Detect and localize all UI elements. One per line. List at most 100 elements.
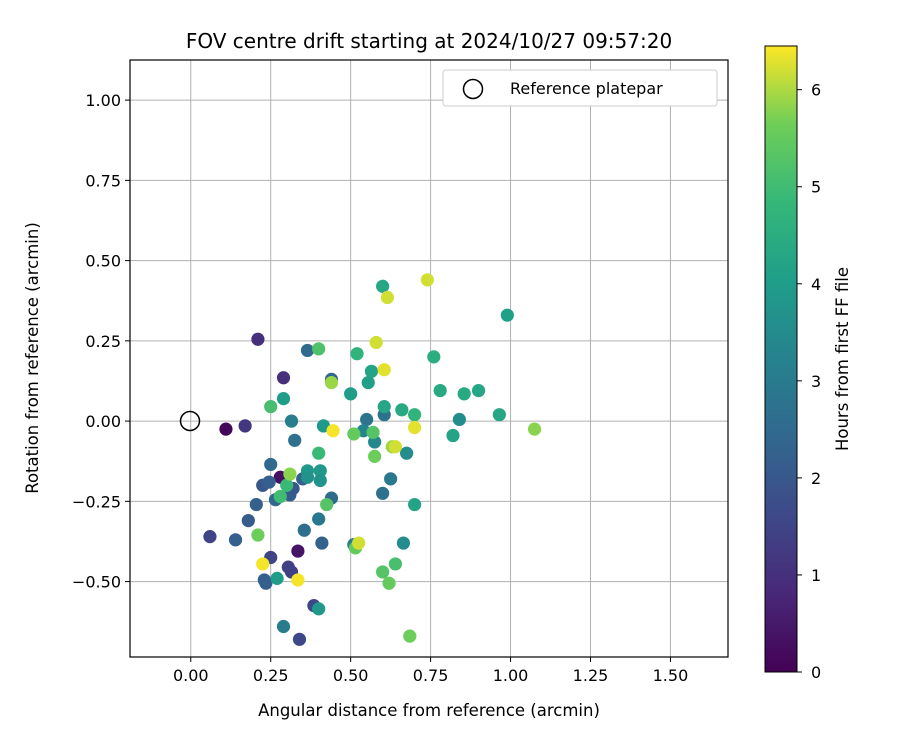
data-point (446, 428, 460, 443)
data-point (300, 343, 315, 358)
legend: Reference platepar (442, 69, 718, 107)
y-tick-label: 1.00 (85, 91, 121, 110)
data-point (238, 419, 252, 433)
data-point (408, 420, 422, 435)
data-point (492, 408, 506, 422)
data-point (388, 557, 403, 571)
y-tick-label: −0.50 (72, 573, 121, 592)
data-point (312, 342, 326, 356)
colorbar-tick-label: 1 (811, 566, 821, 585)
data-point (300, 470, 315, 484)
data-point (350, 347, 364, 361)
data-point (257, 573, 271, 587)
data-point (297, 523, 311, 537)
data-point (283, 467, 297, 481)
data-point (251, 528, 265, 542)
data-point (361, 375, 375, 390)
x-tick-label: 1.50 (653, 666, 689, 685)
data-point (471, 383, 486, 398)
data-point (256, 557, 270, 571)
legend-entry-reference-platepar: Reference platepar (510, 79, 663, 98)
chart-title: FOV centre drift starting at 2024/10/27 … (186, 29, 672, 53)
data-point (313, 473, 327, 488)
data-point (219, 422, 233, 436)
data-point (324, 375, 339, 390)
y-tick-label: 0.25 (85, 332, 121, 351)
data-point (369, 335, 383, 350)
x-tick-label: 1.25 (573, 666, 609, 685)
data-point (313, 464, 327, 478)
data-point (270, 571, 284, 585)
data-point (360, 412, 374, 427)
data-point (291, 573, 305, 587)
data-point (352, 536, 366, 550)
data-point (457, 387, 471, 401)
data-point (376, 279, 390, 293)
data-point (420, 273, 435, 287)
data-point (264, 457, 278, 472)
data-point (249, 497, 263, 512)
x-tick-label: 0.25 (253, 666, 289, 685)
data-point (347, 427, 361, 441)
y-axis-label: Rotation from reference (arcmin) (23, 222, 42, 494)
data-point (251, 332, 265, 346)
data-point (320, 497, 334, 512)
y-tick-label: 0.75 (85, 171, 121, 190)
x-tick-label: 0.75 (413, 666, 449, 685)
reference-platepar-marker (179, 410, 201, 432)
data-point (384, 472, 398, 486)
data-point (262, 475, 276, 489)
data-point (203, 530, 217, 544)
data-point (276, 371, 291, 385)
colorbar-tick-label: 2 (811, 469, 821, 488)
data-point (527, 422, 542, 436)
data-point (395, 403, 409, 417)
y-tick-label: −0.25 (72, 492, 121, 511)
data-point (241, 513, 255, 528)
data-point (427, 350, 441, 364)
y-tick-label: 0.00 (85, 412, 121, 431)
y-axis-ticks: −0.50 −0.25 0.00 0.25 0.50 0.75 1.00 (72, 91, 130, 592)
data-point (382, 576, 396, 590)
colorbar (764, 45, 798, 673)
data-point (377, 363, 391, 377)
data-point (364, 364, 379, 378)
data-point (326, 424, 340, 438)
data-point (276, 619, 291, 634)
y-tick-label: 0.50 (85, 252, 121, 271)
x-tick-label: 1.00 (493, 666, 529, 685)
colorbar-tick-label: 6 (811, 81, 821, 100)
data-point (312, 602, 326, 616)
data-point (288, 433, 302, 447)
data-point (276, 392, 291, 406)
x-tick-label: 0.00 (173, 666, 209, 685)
plot-frame (129, 59, 729, 658)
data-point (400, 446, 414, 460)
data-point (368, 449, 382, 463)
data-point (403, 629, 417, 643)
data-point (228, 533, 243, 547)
colorbar-tick-label: 0 (811, 663, 821, 682)
data-point (408, 497, 422, 512)
data-point (292, 632, 307, 646)
colorbar-tick-label: 5 (811, 178, 821, 197)
data-point (366, 425, 380, 439)
data-point (280, 478, 294, 492)
data-point (433, 383, 447, 398)
data-point (264, 400, 278, 414)
data-point (500, 308, 514, 322)
data-point (408, 408, 422, 422)
data-point (273, 489, 287, 504)
data-point (312, 512, 326, 526)
data-point (396, 536, 411, 550)
data-point (315, 536, 329, 550)
data-point (377, 400, 391, 414)
data-point (344, 387, 358, 401)
data-point (376, 486, 390, 500)
colorbar-tick-label: 4 (811, 275, 821, 294)
data-points (203, 273, 542, 646)
data-point (380, 290, 395, 305)
data-point (376, 565, 390, 579)
data-point (291, 544, 305, 558)
